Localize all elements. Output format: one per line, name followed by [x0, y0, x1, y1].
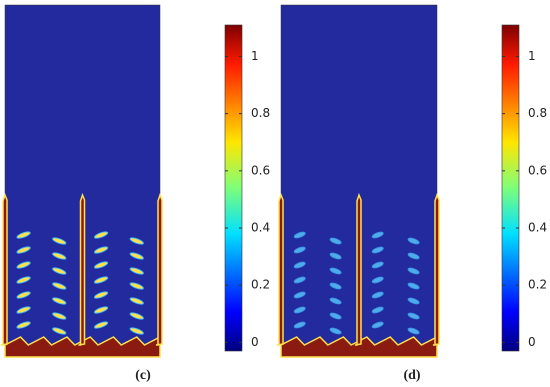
- dendrite-arm: [407, 297, 420, 305]
- dendrite-arm: [129, 252, 144, 260]
- dendrite-spike: [78, 192, 86, 346]
- dendrite-arm: [93, 261, 109, 269]
- dendrite-arm: [16, 276, 31, 284]
- dendrite-arm: [52, 252, 67, 260]
- dendrite-arm: [371, 291, 384, 299]
- dendrite-arm: [371, 231, 384, 239]
- dendrite-arm: [407, 312, 420, 320]
- dendrite-spike: [432, 192, 440, 346]
- colorbar-tick-label: 0: [528, 335, 536, 349]
- dendrite-arm: [93, 306, 109, 314]
- dendrite-arm: [16, 306, 31, 314]
- dendrite-spike: [0, 192, 8, 346]
- dendrite-spike: [155, 192, 163, 346]
- dendrite-arm: [329, 297, 342, 305]
- dendrite-arm: [293, 246, 306, 254]
- dendrite-arm: [407, 252, 420, 260]
- dendrite-arm: [329, 312, 342, 320]
- colorbar-tick-label: 1: [251, 49, 259, 63]
- dendrite-arm: [329, 282, 342, 290]
- dendrite-arm: [371, 306, 384, 314]
- dendrite-base: [280, 335, 438, 358]
- dendrite-arm: [293, 291, 306, 299]
- dendrite-arm: [371, 246, 384, 254]
- dendrite-arm: [407, 282, 420, 290]
- dendrite-arm: [293, 276, 306, 284]
- dendrite-arm: [407, 237, 420, 245]
- dendrite-arm: [407, 267, 420, 275]
- dendrite-arm: [371, 321, 384, 329]
- dendrite-arm: [16, 321, 31, 329]
- dendrite-arm: [16, 261, 31, 269]
- dendrite-arm: [52, 267, 67, 275]
- dendrite-arm: [329, 252, 342, 260]
- dendrite-arm: [293, 321, 306, 329]
- heatmap-panel: [0, 4, 163, 358]
- colorbar-tick-label: 0: [251, 335, 259, 349]
- dendrite-arm: [93, 246, 109, 254]
- dendrite-arm: [129, 312, 144, 320]
- dendrite-arm: [52, 327, 67, 335]
- dendrite-arm: [52, 237, 67, 245]
- dendrite-arm: [52, 297, 67, 305]
- panel-label: (c): [135, 368, 151, 383]
- dendrite-arm: [93, 291, 109, 299]
- colorbar-tick-label: 0.8: [528, 106, 547, 120]
- dendrite-spike: [276, 192, 284, 346]
- dendrite-arm: [52, 282, 67, 290]
- dendrite-arm: [93, 231, 109, 239]
- colorbar-tick-label: 1: [528, 49, 536, 63]
- colorbar-tick-label: 0.2: [528, 278, 547, 292]
- dendrite-arm: [16, 231, 31, 239]
- dendrite-arm: [129, 327, 144, 335]
- dendrite-arm: [93, 276, 109, 284]
- dendrite-arm: [407, 327, 420, 335]
- colorbar-tick-label: 0.4: [251, 221, 270, 235]
- dendrite-arm: [329, 237, 342, 245]
- dendrite-arm: [129, 237, 144, 245]
- panel-label: (d): [403, 368, 420, 383]
- dendrite-arm: [93, 321, 109, 329]
- colorbar-tick-label: 0.6: [251, 163, 270, 177]
- dendrite-arm: [293, 261, 306, 269]
- dendrite-base: [4, 335, 161, 358]
- dendrite-arm: [129, 297, 144, 305]
- dendrite-arm: [293, 306, 306, 314]
- dendrite-arm: [129, 282, 144, 290]
- colorbar-tick-label: 0.2: [251, 278, 270, 292]
- colorbar-tick-label: 0.4: [528, 221, 547, 235]
- dendrite-arm: [16, 246, 31, 254]
- dendrite-arm: [16, 291, 31, 299]
- dendrite-arm: [129, 267, 144, 275]
- colorbar: [501, 24, 520, 352]
- dendrite-arm: [371, 261, 384, 269]
- dendrite-arm: [293, 231, 306, 239]
- dendrite-arm: [329, 267, 342, 275]
- colorbar-tick-label: 0.8: [251, 106, 270, 120]
- dendrite-arm: [52, 312, 67, 320]
- dendrite-arm: [371, 276, 384, 284]
- colorbar-tick-label: 0.6: [528, 163, 547, 177]
- heatmap-panel: [276, 4, 440, 358]
- colorbar: [224, 24, 243, 352]
- dendrite-arm: [329, 327, 342, 335]
- dendrite-spike: [354, 192, 362, 346]
